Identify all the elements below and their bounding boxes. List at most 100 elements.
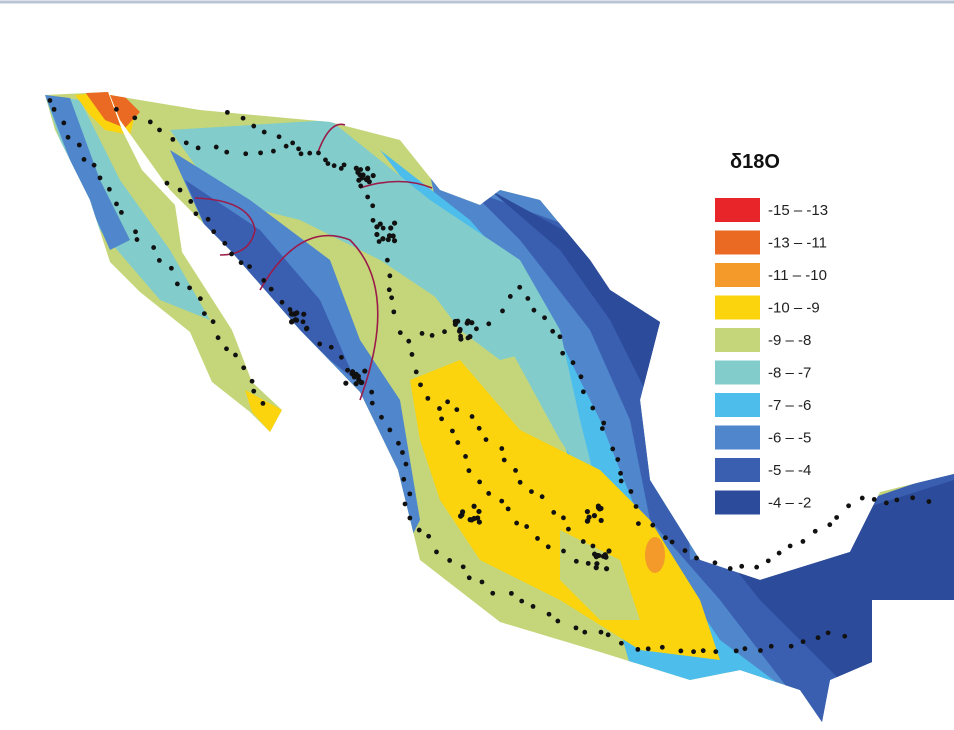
sample-dot xyxy=(765,558,771,564)
sample-dot xyxy=(507,294,513,299)
sample-dot xyxy=(455,440,461,445)
sample-dot xyxy=(500,308,505,314)
sample-dot xyxy=(389,295,395,301)
sample-dot xyxy=(288,311,295,317)
sample-dot xyxy=(425,395,431,401)
sample-dot xyxy=(815,635,821,641)
legend-label: -15 – -13 xyxy=(768,202,828,219)
sample-dot xyxy=(353,381,359,387)
sample-dot xyxy=(283,143,289,149)
sample-dot xyxy=(356,377,362,383)
sample-dot xyxy=(81,156,87,162)
sample-dot xyxy=(294,310,300,316)
sample-dot xyxy=(164,180,170,186)
sample-dot xyxy=(788,643,794,649)
sample-dot xyxy=(51,106,57,112)
sample-dot xyxy=(407,491,413,497)
sample-dot xyxy=(384,257,390,263)
sample-dot xyxy=(374,231,380,238)
sample-dot xyxy=(561,548,566,554)
sample-dot xyxy=(400,450,405,455)
sample-dot xyxy=(76,142,82,148)
sample-dot xyxy=(370,217,376,223)
sample-dot xyxy=(419,330,425,336)
sample-dot xyxy=(401,476,407,482)
sample-dot xyxy=(635,521,641,526)
sample-dot xyxy=(452,318,458,325)
sample-dot xyxy=(712,560,718,566)
sample-dot xyxy=(325,161,331,166)
sample-dot xyxy=(380,236,386,242)
sample-dot xyxy=(545,544,551,550)
legend-label: -5 – -4 xyxy=(768,462,811,479)
sample-dot xyxy=(391,220,398,226)
sample-dot xyxy=(842,633,848,639)
legend-swatch xyxy=(715,230,760,255)
sample-dot xyxy=(598,629,604,635)
sample-dot xyxy=(437,406,442,411)
sample-dot xyxy=(859,495,865,501)
sample-dot xyxy=(758,648,763,653)
sample-dot xyxy=(584,508,590,515)
sample-dot xyxy=(628,489,634,494)
sample-dot xyxy=(193,211,199,217)
sample-dot xyxy=(615,457,621,462)
sample-dot xyxy=(358,167,364,172)
sample-dot xyxy=(486,491,492,496)
sample-dot xyxy=(261,129,267,135)
sample-dot xyxy=(555,618,561,624)
sample-dot xyxy=(213,144,219,150)
sample-dot xyxy=(188,199,194,204)
sample-dot xyxy=(477,479,483,485)
sample-dot xyxy=(713,649,719,655)
sample-dot xyxy=(307,150,313,156)
sample-dot xyxy=(61,120,67,126)
sample-dot xyxy=(474,326,479,332)
sample-dot xyxy=(531,307,537,313)
sample-dot xyxy=(249,378,255,384)
legend-swatch xyxy=(715,425,760,450)
sample-dot xyxy=(300,319,306,325)
sample-dot xyxy=(387,427,393,433)
sample-dot xyxy=(304,325,310,331)
sample-dot xyxy=(476,519,482,525)
sample-dot xyxy=(542,315,547,321)
sample-dot xyxy=(215,335,221,341)
sample-dot xyxy=(47,98,53,103)
sample-dot xyxy=(694,555,699,561)
sample-dot xyxy=(834,515,840,520)
sample-dot xyxy=(345,367,351,373)
sample-dot xyxy=(157,127,162,133)
sample-dot xyxy=(233,352,238,358)
sample-dot xyxy=(618,470,623,476)
sample-dot xyxy=(754,564,760,570)
sample-dot xyxy=(475,515,481,521)
sample-dot xyxy=(466,575,472,581)
sample-dot xyxy=(91,162,97,168)
sample-dot xyxy=(700,648,706,654)
sample-dot xyxy=(222,240,228,246)
sample-dot xyxy=(298,151,304,157)
sample-dot xyxy=(229,251,235,257)
sample-dot xyxy=(174,281,180,287)
sample-dot xyxy=(598,517,604,524)
sample-dot xyxy=(812,528,818,534)
sample-dot xyxy=(505,506,511,512)
sample-dot xyxy=(800,639,806,645)
sample-dot xyxy=(114,201,119,207)
sample-dot xyxy=(133,229,138,235)
sample-dot xyxy=(469,414,475,419)
sample-dot xyxy=(471,503,477,509)
sample-dot xyxy=(490,590,496,596)
sample-dot xyxy=(459,509,466,515)
sample-dot xyxy=(195,145,201,151)
sample-dot xyxy=(447,558,453,563)
sample-dot xyxy=(601,420,607,426)
sample-dot xyxy=(573,558,579,564)
sample-dot xyxy=(599,426,605,431)
sample-dot xyxy=(369,400,375,406)
legend-label: -9 – -8 xyxy=(768,332,811,349)
sample-dot xyxy=(450,428,455,434)
sample-dot xyxy=(183,140,189,146)
